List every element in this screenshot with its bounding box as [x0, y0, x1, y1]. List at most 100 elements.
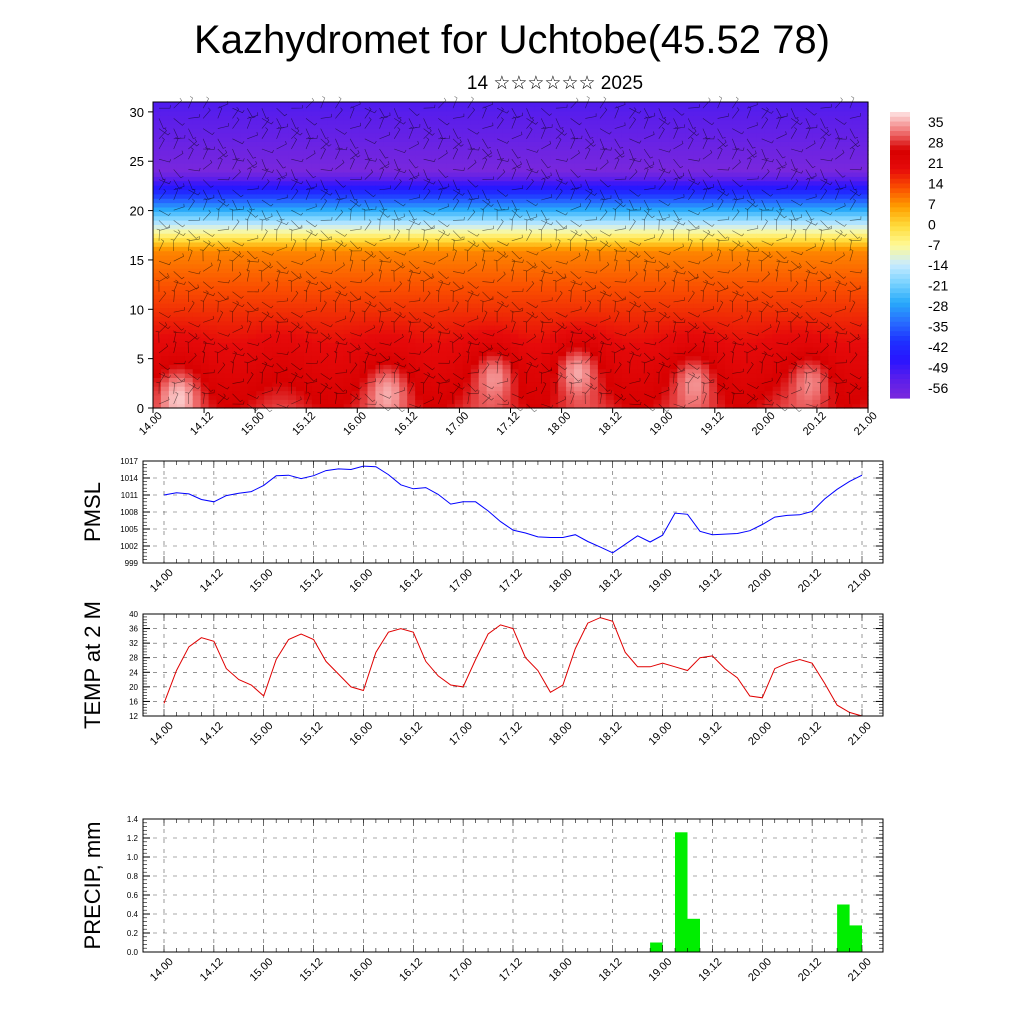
heatmap-cell — [160, 338, 170, 344]
heatmap-cell — [327, 364, 337, 370]
heatmap-cell — [399, 255, 408, 260]
heatmap-cell — [264, 346, 273, 352]
heatmap-cell — [256, 145, 265, 151]
heatmap-cell — [351, 259, 361, 265]
heatmap-cell — [510, 294, 520, 300]
heatmap-cell — [359, 329, 369, 335]
heatmap-cell — [431, 141, 440, 147]
heatmap-cell — [494, 171, 504, 177]
heatmap-cell — [216, 364, 226, 370]
heatmap-cell — [288, 237, 297, 243]
heatmap-cell — [701, 202, 710, 208]
heatmap-cell — [153, 351, 162, 357]
heatmap-cell — [335, 145, 345, 151]
heatmap-cell — [415, 346, 424, 352]
heatmap-cell — [589, 119, 599, 125]
heatmap-cell — [605, 123, 615, 129]
heatmap-cell — [153, 377, 162, 383]
heatmap-cell — [272, 399, 281, 405]
heatmap-cell — [677, 154, 686, 160]
heatmap-cell — [375, 145, 384, 151]
heatmap-cell — [256, 167, 265, 173]
heatmap-cell — [208, 145, 218, 151]
heatmap-cell — [558, 158, 567, 164]
heatmap-cell — [677, 128, 686, 134]
heatmap-cell — [653, 211, 663, 217]
heatmap-cell — [375, 281, 384, 287]
heatmap-cell — [701, 167, 710, 173]
heatmap-cell — [693, 158, 702, 164]
heatmap-cell — [645, 211, 655, 217]
heatmap-cell — [470, 132, 480, 138]
heatmap-cell — [661, 324, 670, 330]
heatmap-cell — [661, 311, 670, 317]
heatmap-cell — [637, 110, 647, 116]
heatmap-cell — [462, 106, 472, 112]
heatmap-cell — [597, 307, 607, 313]
heatmap-cell — [407, 368, 416, 374]
heatmap-cell — [383, 167, 392, 173]
heatmap-cell — [462, 119, 472, 125]
heatmap-cell — [319, 123, 329, 129]
heatmap-cell — [589, 158, 599, 164]
heatmap-cell — [327, 163, 337, 169]
heatmap-cell — [168, 128, 178, 134]
heatmap-cell — [399, 237, 408, 243]
heatmap-cell — [153, 276, 162, 282]
heatmap-cell — [168, 119, 178, 125]
heatmap-cell — [637, 246, 647, 252]
heatmap-cell — [701, 403, 710, 409]
heatmap-cell — [160, 272, 170, 278]
heatmap-cell — [486, 167, 496, 173]
heatmap-cell — [264, 110, 273, 116]
heatmap-cell — [359, 333, 369, 339]
heatmap-cell — [327, 259, 337, 265]
heatmap-cell — [589, 386, 599, 392]
heatmap-cell — [383, 189, 392, 195]
heatmap-cell — [701, 163, 710, 169]
heatmap-cell — [415, 373, 424, 378]
heatmap-cell — [415, 185, 424, 191]
heatmap-cell — [168, 220, 178, 225]
heatmap-cell — [176, 381, 186, 387]
heatmap-cell — [661, 171, 670, 177]
heatmap-cell — [701, 180, 710, 186]
heatmap-cell — [645, 268, 655, 274]
heatmap-cell — [661, 263, 670, 269]
heatmap-cell — [685, 220, 694, 225]
heatmap-cell — [256, 276, 265, 282]
heatmap-cell — [550, 377, 559, 383]
heatmap-cell — [200, 106, 210, 112]
heatmap-cell — [550, 233, 559, 239]
heatmap-cell — [351, 386, 361, 392]
heatmap-cell — [629, 180, 639, 186]
heatmap-cell — [335, 338, 345, 344]
heatmap-cell — [176, 294, 186, 300]
heatmap-cell — [208, 285, 218, 291]
heatmap-cell — [375, 102, 384, 107]
heatmap-cell — [454, 110, 464, 116]
heatmap-cell — [693, 316, 702, 322]
heatmap-cell — [168, 202, 178, 208]
heatmap-cell — [359, 272, 369, 278]
heatmap-cell — [621, 128, 631, 134]
heatmap-cell — [232, 185, 241, 191]
heatmap-cell — [216, 294, 226, 300]
heatmap-cell — [518, 386, 527, 392]
heatmap-cell — [335, 381, 345, 387]
heatmap-cell — [232, 355, 241, 361]
heatmap-cell — [589, 316, 599, 322]
heatmap-cell — [510, 324, 520, 330]
heatmap-cell — [383, 320, 392, 326]
heatmap-cell — [605, 394, 615, 400]
heatmap-cell — [335, 368, 345, 374]
heatmap-cell — [272, 333, 281, 339]
heatmap-cell — [669, 386, 678, 392]
heatmap-cell — [327, 351, 337, 357]
heatmap-cell — [494, 403, 504, 409]
heatmap-cell — [232, 202, 241, 208]
heatmap-cell — [240, 259, 249, 265]
heatmap-cell — [248, 386, 257, 392]
heatmap-cell — [526, 215, 535, 221]
heatmap-cell — [399, 285, 408, 291]
